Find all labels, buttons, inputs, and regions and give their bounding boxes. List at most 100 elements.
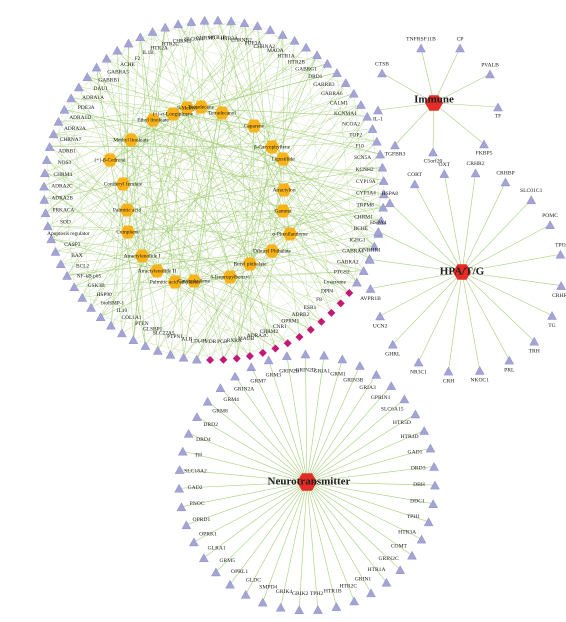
target-label-kcnh2: KCNH2 (356, 167, 374, 173)
target-label-lta4h: LTA4H (191, 338, 207, 344)
immune-label-il-1: IL-1 (373, 116, 383, 122)
neuro-target-glra1 (199, 554, 208, 562)
neuro-target-htr1a (382, 578, 391, 586)
target-label-gabra2: GABRA2 (337, 259, 359, 265)
compound-label-gamma: Gamma (274, 209, 292, 215)
immune-hub-label: Immune (414, 94, 454, 106)
neuro-target-gad1 (426, 444, 435, 452)
target-node-gsk3b (78, 293, 87, 301)
edge-line (44, 186, 48, 226)
immune-label-ctsb: CTSB (375, 61, 389, 67)
hpa-target-tpo (556, 250, 565, 258)
immune-target-tgfbr3 (391, 141, 400, 149)
target-node-gabrg1 (313, 51, 322, 59)
edge-line (250, 264, 321, 322)
edge-line (462, 173, 476, 272)
neuro-target-gldc (241, 590, 250, 598)
neuro-label-grin2a: GRIN2A (234, 387, 255, 393)
target-label-kcnma1: KCNMA1 (334, 111, 357, 117)
target-node-nos3 (42, 156, 51, 164)
immune-target-cp (456, 44, 465, 52)
target-label-pde3a: PDE3A (78, 105, 95, 111)
target-label-htr3a: HTR3A (221, 36, 238, 42)
hpa-hub-label: HPA/T/G (440, 266, 485, 278)
target-node-glsbp1 (141, 341, 150, 349)
compound-label-cedrene: (+)-β-Cedrene (95, 157, 127, 164)
bridge-node-chrm2 (271, 345, 279, 353)
target-label-calm1: CALM1 (330, 101, 349, 107)
target-node-il10 (106, 321, 115, 329)
target-label-bche: BCHE (354, 226, 369, 232)
hpa-target-nkoc1 (475, 366, 484, 374)
neuro-target-smpd4 (258, 598, 267, 606)
target-label-drd1: DRD1 (308, 74, 322, 80)
immune-target-pvalb (486, 70, 495, 78)
neuro-target-grin1 (367, 589, 376, 597)
bridge-node-vdr (206, 356, 214, 364)
compound-label-dibutyl-phthalate: Dibutyl Phthalate (253, 249, 291, 255)
target-node-gabra5 (102, 54, 111, 62)
target-label-sod: SOD (60, 219, 71, 225)
neuro-label-dbh: DBH (413, 482, 425, 488)
hpa-label-crhbp: CRHBP (496, 170, 514, 176)
bridge-node-pgr (219, 356, 227, 364)
target-node-calm1 (349, 89, 358, 97)
target-label-scn5a: SCN5A (354, 155, 371, 161)
hpa-target-crhbp (501, 178, 510, 186)
target-label-gabrg1: GABRG1 (295, 66, 317, 72)
neuro-label-gad1: GAD1 (408, 450, 423, 456)
hpa-target-cort (410, 180, 419, 188)
neuro-target-grm1 (338, 355, 347, 363)
immune-label-tgfbr3: TGFBR3 (385, 151, 406, 157)
target-label-gabra6: GABRA6 (321, 91, 343, 97)
target-node-chrm3 (174, 20, 183, 28)
neuro-target-grm3 (264, 356, 273, 364)
target-label-gabra5: GABRA5 (107, 69, 129, 75)
neuro-target-tph2 (313, 605, 322, 613)
target-label-chrm4: CHRM4 (54, 172, 73, 178)
neuro-target-ddc1 (429, 500, 438, 508)
neuro-label-gldc: GLDC (246, 578, 261, 584)
target-label-bax: BAX (71, 253, 82, 259)
target-node-chrnb2 (240, 19, 249, 27)
neuro-label-grik2: GRIK2 (292, 591, 309, 597)
edge-line (395, 103, 434, 145)
compound-label-coniferyl-ferulate: Coniferyl ferulate (104, 181, 143, 188)
compound-label-ligustilide: Ligustilide (271, 157, 295, 163)
edge-line (140, 37, 175, 282)
edge-line (46, 83, 346, 213)
neuro-target-htr1b (332, 603, 341, 611)
bridge-node-f8 (327, 309, 335, 317)
target-label-cyp3a4: CYP3A4 (356, 191, 376, 197)
target-node-f2 (124, 39, 133, 47)
edge-line (128, 27, 165, 232)
edge-line (434, 103, 484, 144)
neuro-label-tph1: TPH1 (407, 514, 421, 520)
target-node-adra2b (40, 195, 49, 203)
edge-line (231, 21, 270, 30)
target-label-gabrb1: GABRB1 (98, 77, 120, 83)
target-label-dau1: DAU1 (94, 86, 109, 92)
hpa-label-gnrhr1: GNRHR1 (359, 248, 382, 254)
target-label-casp3: CASP3 (64, 242, 80, 248)
target-label-ncoa2: NCOA2 (342, 121, 360, 127)
target-node-bax (56, 260, 65, 268)
neuro-target-slc6a15 (400, 395, 409, 403)
hpa-label-crhr1: CRHR1 (552, 293, 566, 299)
edge-line (462, 272, 509, 360)
neuro-label-pnoc: PNOC (190, 501, 205, 507)
target-node-pde3a (253, 22, 262, 30)
edge-line (158, 108, 187, 350)
target-label-hsp90: HSP90 (96, 292, 112, 298)
target-node-maoa (278, 30, 287, 38)
hpa-label-trh: TRH (529, 348, 540, 354)
neuro-label-htr1b: HTR1B (324, 588, 342, 594)
target-node-gabra6 (341, 79, 350, 87)
target-node-adra1a (74, 83, 83, 91)
target-label-f2: F2 (135, 56, 141, 62)
compound-label-palmitic-acid: Palmitic acid (113, 208, 142, 214)
hpa-target-hspa4 (374, 227, 383, 235)
immune-target-tnfrsf11b (417, 44, 426, 52)
compound-label-caryophyllene: Caryophyllene (178, 279, 210, 285)
target-label-adra2c: ADRA2C (51, 184, 73, 190)
